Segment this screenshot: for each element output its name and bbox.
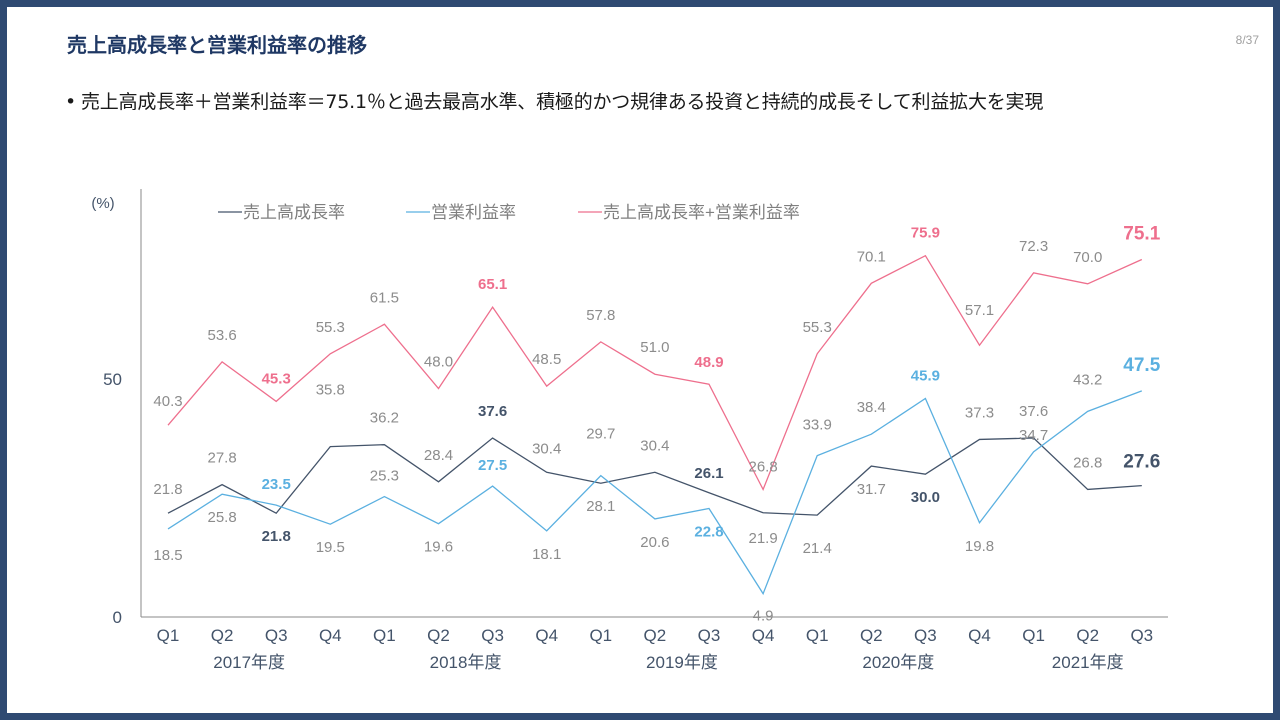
data-label: 28.1 <box>586 498 615 515</box>
x-tick-label: Q4 <box>535 626 558 645</box>
x-tick-label: Q1 <box>1022 626 1045 645</box>
data-label: 51.0 <box>640 339 669 356</box>
data-label: 19.5 <box>316 539 345 556</box>
data-label: 57.8 <box>586 307 615 324</box>
data-label: 45.3 <box>262 370 291 387</box>
x-year-label: 2021年度 <box>1052 653 1124 672</box>
data-label: 25.8 <box>207 509 236 526</box>
data-label: 21.9 <box>748 530 777 547</box>
y-axis-unit-label: (%) <box>91 195 114 212</box>
x-tick-label: Q2 <box>211 626 234 645</box>
data-label: 40.3 <box>153 393 182 410</box>
x-tick-label: Q2 <box>427 626 450 645</box>
legend-label: 売上高成長率 <box>243 203 345 222</box>
x-tick-label: Q3 <box>265 626 288 645</box>
data-label: 18.5 <box>153 547 182 564</box>
data-label: 22.8 <box>694 523 723 540</box>
series-line <box>167 437 1142 516</box>
data-label: 30.4 <box>640 437 669 454</box>
data-label: 33.9 <box>803 417 832 434</box>
x-tick-label: Q4 <box>319 626 342 645</box>
data-label: 23.5 <box>262 476 291 493</box>
data-label: 61.5 <box>370 289 399 306</box>
x-tick-label: Q2 <box>860 626 883 645</box>
x-tick-label: Q2 <box>644 626 667 645</box>
data-label: 75.1 <box>1123 224 1160 245</box>
data-label: 48.0 <box>424 354 453 371</box>
data-label: 21.8 <box>262 528 291 545</box>
data-label: 34.7 <box>1019 427 1048 444</box>
x-tick-label: Q2 <box>1076 626 1099 645</box>
data-label: 35.8 <box>316 382 345 399</box>
y-tick-label: 0 <box>113 608 122 627</box>
data-label: 30.4 <box>532 440 561 457</box>
data-label: 70.1 <box>857 248 886 265</box>
data-label: 21.8 <box>153 481 182 498</box>
data-label: 30.0 <box>911 489 940 506</box>
x-tick-label: Q3 <box>914 626 937 645</box>
data-label: 28.4 <box>424 447 453 464</box>
x-tick-label: Q1 <box>157 626 180 645</box>
series-line <box>167 254 1143 491</box>
data-label: 4.9 <box>753 608 774 625</box>
data-label: 25.3 <box>370 468 399 485</box>
data-label: 48.9 <box>694 354 723 371</box>
data-label: 47.5 <box>1123 355 1160 376</box>
x-tick-label: Q4 <box>968 626 991 645</box>
x-tick-label: Q3 <box>481 626 504 645</box>
data-label: 21.4 <box>803 540 832 557</box>
data-label: 45.9 <box>911 368 940 385</box>
x-tick-label: Q3 <box>698 626 721 645</box>
data-label: 26.1 <box>694 465 723 482</box>
data-label: 26.8 <box>748 458 777 475</box>
x-year-label: 2020年度 <box>862 653 934 672</box>
data-label: 27.6 <box>1123 452 1160 473</box>
data-label: 27.8 <box>207 450 236 467</box>
data-label: 18.1 <box>532 546 561 563</box>
x-year-label: 2018年度 <box>430 653 502 672</box>
page-number: 8/37 <box>1235 33 1259 47</box>
x-year-label: 2017年度 <box>213 653 285 672</box>
slide-title: 売上高成長率と営業利益率の推移 <box>67 33 367 57</box>
x-tick-label: Q1 <box>373 626 396 645</box>
data-label: 19.6 <box>424 539 453 556</box>
data-label: 27.5 <box>478 457 507 474</box>
data-label: 43.2 <box>1073 371 1102 388</box>
legend-label: 営業利益率 <box>431 203 516 222</box>
data-label: 37.3 <box>965 404 994 421</box>
data-label: 53.6 <box>207 327 236 344</box>
data-label: 55.3 <box>316 319 345 336</box>
data-label: 38.4 <box>857 399 886 416</box>
legend-label: 売上高成長率+営業利益率 <box>603 203 800 222</box>
bullet-dot-icon: • <box>65 91 77 113</box>
data-label: 57.1 <box>965 302 994 319</box>
data-label: 26.8 <box>1073 454 1102 471</box>
data-label: 37.6 <box>478 403 507 420</box>
data-label: 29.7 <box>586 426 615 443</box>
data-label: 55.3 <box>803 319 832 336</box>
data-label: 65.1 <box>478 276 507 293</box>
y-tick-label: 50 <box>103 370 122 389</box>
data-label: 48.5 <box>532 351 561 368</box>
bullet-text: 売上高成長率＋営業利益率＝75.1％と過去最高水準、積極的かつ規律ある投資と持続… <box>81 91 1044 113</box>
x-tick-label: Q1 <box>806 626 829 645</box>
data-label: 72.3 <box>1019 238 1048 255</box>
data-label: 20.6 <box>640 534 669 551</box>
data-label: 75.9 <box>911 225 940 242</box>
x-year-label: 2019年度 <box>646 653 718 672</box>
x-tick-label: Q1 <box>589 626 612 645</box>
data-label: 37.6 <box>1019 403 1048 420</box>
data-label: 36.2 <box>370 410 399 427</box>
bullet-point: • 売上高成長率＋営業利益率＝75.1％と過去最高水準、積極的かつ規律ある投資と持… <box>65 87 1043 114</box>
data-label: 70.0 <box>1073 249 1102 266</box>
x-tick-label: Q3 <box>1130 626 1153 645</box>
x-tick-label: Q4 <box>752 626 775 645</box>
series-line <box>167 390 1143 596</box>
data-label: 19.8 <box>965 538 994 555</box>
data-label: 31.7 <box>857 481 886 498</box>
